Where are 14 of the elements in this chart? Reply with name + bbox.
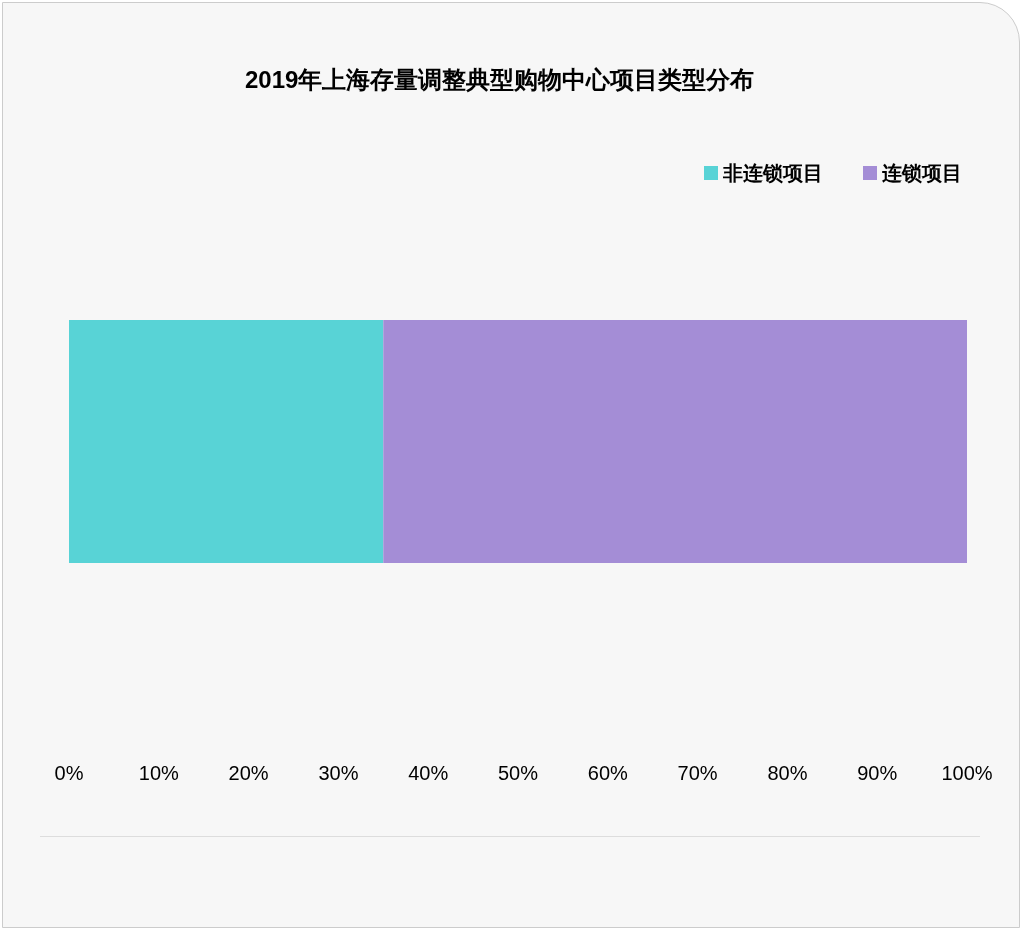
x-tick-label: 20% (228, 762, 269, 784)
legend-label: 连锁项目 (881, 162, 962, 184)
x-tick-label: 50% (497, 762, 539, 784)
x-tick-label: 30% (318, 762, 359, 784)
legend-label: 非连锁项目 (722, 162, 823, 184)
chart-title: 2019年上海存量调整典型购物中心项目类型分布 (245, 65, 755, 93)
x-tick-label: 80% (767, 762, 808, 784)
x-tick-label: 60% (587, 762, 629, 784)
x-tick-label: 70% (677, 762, 718, 784)
x-tick-label: 40% (408, 762, 449, 784)
x-tick-label: 90% (857, 762, 898, 784)
x-tick-label: 100% (941, 762, 993, 784)
x-tick-label: 10% (138, 762, 180, 784)
x-tick-label: 0% (54, 762, 84, 784)
